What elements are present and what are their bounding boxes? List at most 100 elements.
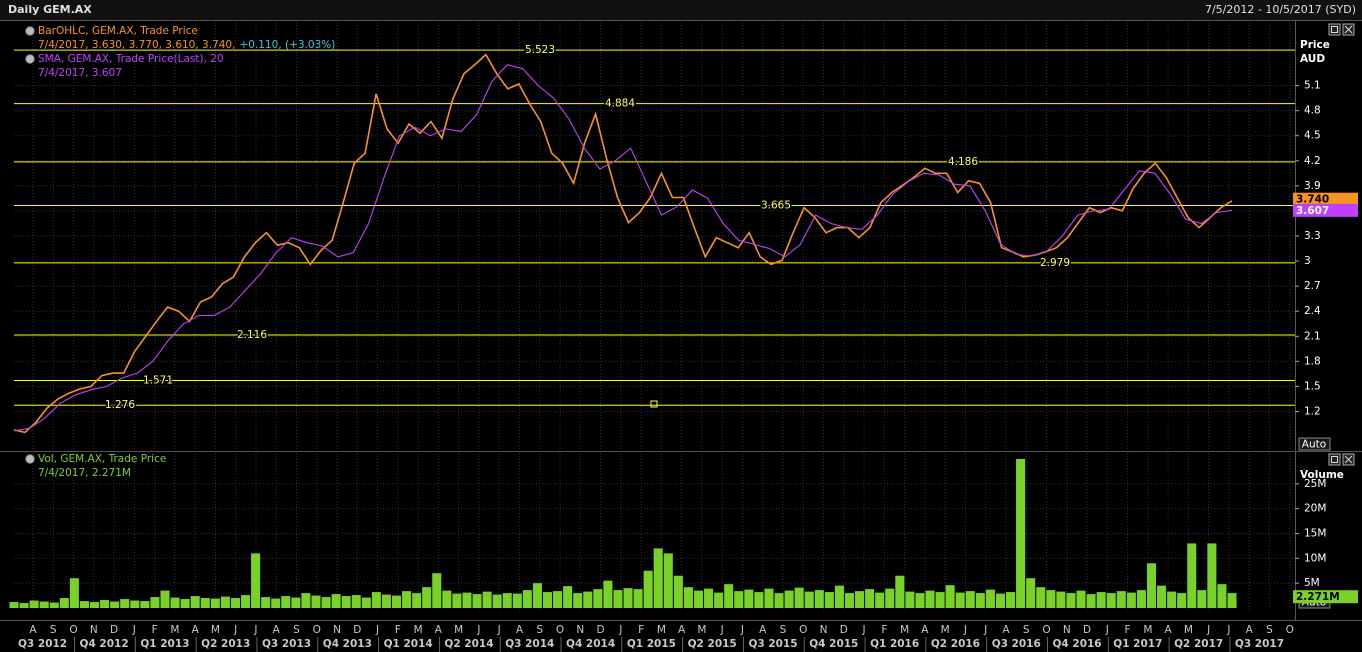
volume-bar — [844, 593, 855, 608]
y-axis-title: Price — [1300, 39, 1330, 51]
volume-bar — [1106, 593, 1116, 608]
volume-bar — [190, 596, 200, 608]
anchor-marker[interactable] — [650, 400, 658, 408]
volume-bar — [955, 592, 965, 608]
month-label: J — [375, 624, 379, 636]
close-icon — [1344, 455, 1353, 464]
month-label: J — [618, 624, 622, 636]
volume-bar — [69, 578, 79, 608]
month-label: O — [1286, 624, 1294, 636]
y-tick-label: 2.1 — [1304, 330, 1321, 342]
volume-bar — [341, 596, 351, 608]
volume-bar — [875, 592, 885, 608]
month-label: D — [840, 624, 848, 636]
volume-bar — [1207, 543, 1217, 608]
legend-change: +0.110, (+3.03%) — [239, 39, 335, 51]
month-label: A — [1246, 624, 1254, 636]
title-bar — [0, 0, 1362, 20]
volume-bar — [1016, 458, 1026, 608]
month-label: D — [353, 624, 361, 636]
volume-bar — [965, 591, 975, 608]
quarter-label: Q3 2012 — [18, 638, 67, 650]
month-label: A — [192, 624, 200, 636]
volume-bar — [371, 592, 381, 608]
level-label: 2.116 — [237, 329, 267, 341]
quarter-label: Q3 2016 — [992, 638, 1041, 650]
month-label: M — [1143, 624, 1152, 636]
month-label: M — [900, 624, 909, 636]
volume-bar — [1217, 584, 1227, 608]
quarter-label: Q1 2017 — [1113, 638, 1162, 650]
volume-bar — [583, 591, 593, 608]
chart-title: Daily GEM.AX — [8, 3, 92, 16]
last-value-tag — [1293, 590, 1358, 604]
volume-bar — [79, 601, 89, 608]
level-label: 4.884 — [605, 98, 635, 110]
volume-bar — [100, 600, 110, 608]
volume-bar — [321, 597, 331, 608]
month-label: J — [1105, 624, 1109, 636]
volume-bar — [804, 591, 814, 608]
volume-bar — [59, 598, 69, 608]
maximize-button[interactable] — [1328, 453, 1341, 466]
volume-bar — [1197, 590, 1207, 608]
grid-layer — [14, 22, 1295, 610]
month-label: J — [233, 624, 237, 636]
volume-bar — [422, 587, 432, 608]
scale-button[interactable] — [1298, 437, 1331, 451]
y-tick-label: 5M — [1304, 577, 1320, 589]
y-tick-label: 15M — [1304, 527, 1326, 539]
month-label: A — [273, 624, 281, 636]
volume-bar — [361, 597, 371, 608]
month-label: S — [293, 624, 300, 636]
month-label: N — [820, 624, 828, 636]
volume-bar — [9, 602, 19, 608]
month-label: S — [1023, 624, 1030, 636]
volume-bar — [623, 588, 633, 608]
volume-bar — [895, 575, 905, 608]
month-label: F — [1125, 624, 1131, 636]
month-label: J — [476, 624, 480, 636]
month-label: D — [597, 624, 605, 636]
volume-bar — [391, 595, 402, 608]
volume-bar — [714, 592, 724, 608]
volume-bar — [553, 591, 563, 608]
month-label: F — [638, 624, 644, 636]
month-label: J — [963, 624, 967, 636]
maximize-button[interactable] — [1328, 23, 1341, 36]
month-label: O — [313, 624, 321, 636]
maximize-icon — [1331, 456, 1338, 463]
volume-bar — [472, 594, 482, 608]
quarter-label: Q2 2013 — [201, 638, 250, 650]
month-label: J — [740, 624, 744, 636]
quarter-label: Q3 2017 — [1235, 638, 1284, 650]
month-label: M — [697, 624, 706, 636]
y-tick-label: 1.2 — [1304, 406, 1321, 418]
legend-detail: 7/4/2017, 2.271M — [38, 467, 131, 479]
legend-icon — [25, 26, 35, 36]
last-value-label: 3.607 — [1296, 205, 1329, 217]
last-value-tag — [1293, 203, 1358, 217]
volume-bar — [291, 597, 301, 608]
volume-bar — [865, 589, 875, 608]
volume-bar — [1167, 591, 1177, 608]
quarter-label: Q2 2014 — [444, 638, 493, 650]
volume-bar — [160, 590, 170, 608]
month-label: M — [657, 624, 666, 636]
level-label: 3.665 — [761, 199, 791, 211]
y-tick-label: 4.5 — [1304, 130, 1321, 142]
month-label: J — [132, 624, 136, 636]
volume-bar — [251, 553, 261, 608]
month-label: D — [110, 624, 118, 636]
volume-bar — [402, 591, 412, 608]
volume-bar — [452, 593, 462, 608]
volume-bar — [734, 591, 744, 608]
volume-bar — [935, 592, 945, 608]
volume-bar — [744, 589, 754, 608]
month-label: N — [333, 624, 341, 636]
volume-bar — [633, 589, 643, 608]
volume-bar — [1036, 587, 1046, 608]
volume-bar — [200, 598, 210, 608]
month-label: A — [29, 624, 37, 636]
